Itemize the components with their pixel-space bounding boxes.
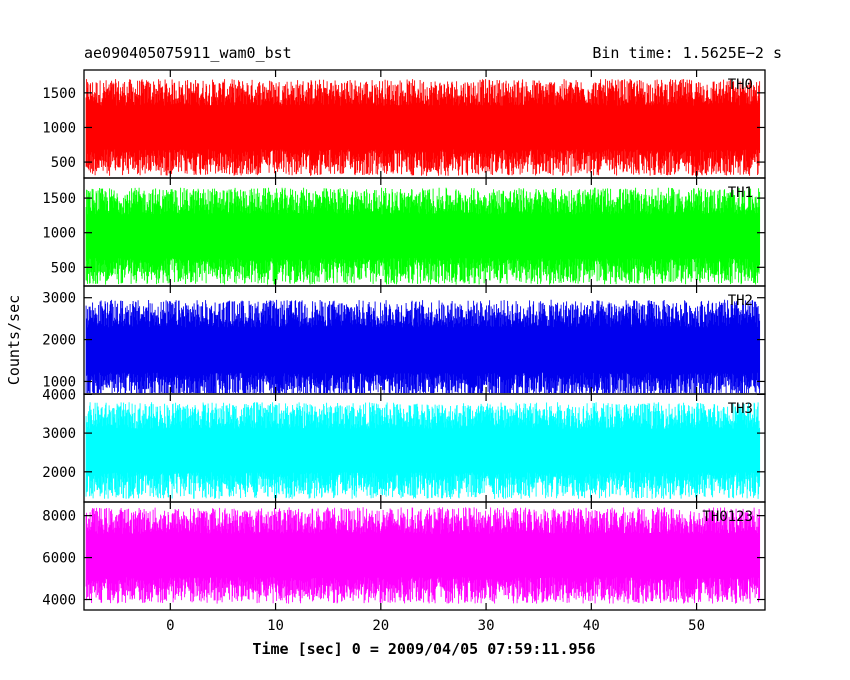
y-tick-label: 4000	[42, 593, 76, 609]
series-th0123	[85, 507, 761, 604]
x-tick-label: 50	[688, 618, 705, 634]
y-tick-label: 2000	[42, 333, 76, 349]
panel-label-th0: TH0	[728, 77, 753, 93]
y-tick-label: 8000	[42, 509, 76, 525]
y-tick-label: 4000	[42, 387, 76, 403]
bin-time-label: Bin time: 1.5625E−2 s	[592, 44, 782, 62]
y-tick-label: 500	[51, 260, 76, 276]
series-th1	[85, 187, 761, 285]
y-tick-label: 1500	[42, 191, 76, 207]
y-tick-label: 3000	[42, 426, 76, 442]
x-tick-label: 30	[478, 618, 495, 634]
panel-label-th2: TH2	[728, 293, 753, 309]
x-tick-label: 0	[166, 618, 174, 634]
y-tick-label: 1000	[42, 374, 76, 390]
series-th0	[85, 79, 761, 176]
y-tick-label: 1000	[42, 226, 76, 242]
x-tick-label: 10	[267, 618, 284, 634]
chart-title: ae090405075911_wam0_bst	[84, 44, 292, 62]
y-tick-label: 3000	[42, 291, 76, 307]
panel-label-th1: TH1	[728, 185, 753, 201]
series-th3	[85, 402, 761, 499]
x-tick-label: 20	[372, 618, 389, 634]
y-tick-label: 2000	[42, 465, 76, 481]
y-tick-label: 1500	[42, 86, 76, 102]
series-th2	[85, 299, 761, 393]
panel-label-th0123: TH0123	[702, 509, 753, 525]
y-tick-label: 500	[51, 155, 76, 171]
panel-label-th3: TH3	[728, 401, 753, 417]
x-tick-label: 40	[583, 618, 600, 634]
y-tick-label: 1000	[42, 120, 76, 136]
panel-frame-th0123	[83, 501, 766, 611]
x-axis-label: Time [sec] 0 = 2009/04/05 07:59:11.956	[252, 640, 596, 658]
y-tick-label: 6000	[42, 551, 76, 567]
